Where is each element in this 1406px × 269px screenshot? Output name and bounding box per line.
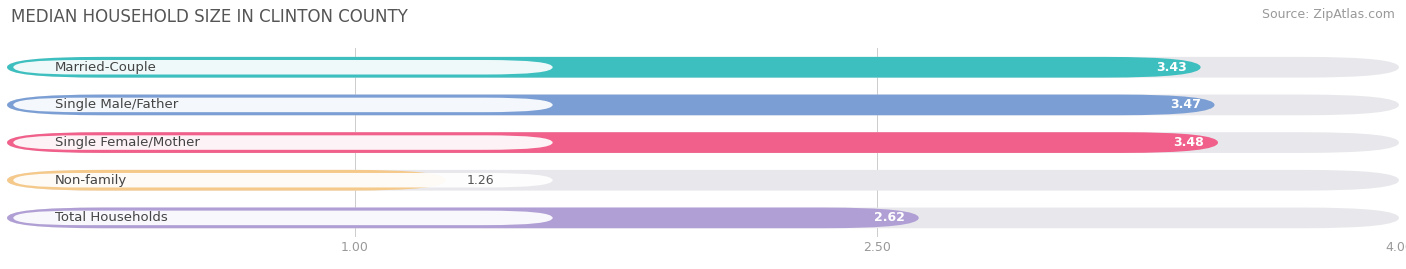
FancyBboxPatch shape [13, 98, 553, 112]
Text: Total Households: Total Households [55, 211, 167, 224]
FancyBboxPatch shape [13, 211, 553, 225]
FancyBboxPatch shape [7, 57, 1399, 77]
Text: Non-family: Non-family [55, 174, 128, 187]
Text: MEDIAN HOUSEHOLD SIZE IN CLINTON COUNTY: MEDIAN HOUSEHOLD SIZE IN CLINTON COUNTY [11, 8, 408, 26]
FancyBboxPatch shape [7, 132, 1399, 153]
Text: Source: ZipAtlas.com: Source: ZipAtlas.com [1261, 8, 1395, 21]
FancyBboxPatch shape [7, 208, 1399, 228]
FancyBboxPatch shape [13, 173, 553, 187]
Text: 3.48: 3.48 [1174, 136, 1204, 149]
FancyBboxPatch shape [7, 57, 1201, 77]
FancyBboxPatch shape [7, 132, 1218, 153]
Text: 3.43: 3.43 [1156, 61, 1187, 74]
Text: Single Male/Father: Single Male/Father [55, 98, 179, 111]
FancyBboxPatch shape [7, 208, 918, 228]
Text: 3.47: 3.47 [1170, 98, 1201, 111]
FancyBboxPatch shape [13, 60, 553, 75]
Text: 2.62: 2.62 [875, 211, 905, 224]
FancyBboxPatch shape [13, 135, 553, 150]
FancyBboxPatch shape [7, 94, 1399, 115]
FancyBboxPatch shape [7, 170, 1399, 190]
FancyBboxPatch shape [7, 94, 1215, 115]
Text: Single Female/Mother: Single Female/Mother [55, 136, 200, 149]
Text: 1.26: 1.26 [467, 174, 494, 187]
Text: Married-Couple: Married-Couple [55, 61, 157, 74]
FancyBboxPatch shape [7, 170, 446, 190]
